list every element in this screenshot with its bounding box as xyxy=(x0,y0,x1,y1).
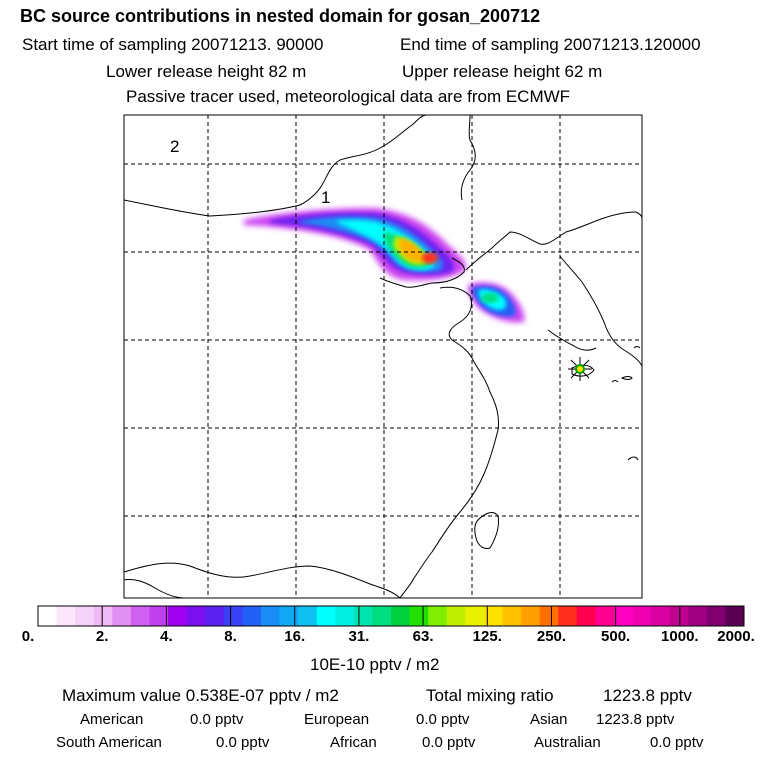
colorbar-tick-label: 0. xyxy=(21,628,35,645)
colorbar-swatch xyxy=(279,606,299,626)
colorbar-swatch xyxy=(706,606,726,626)
colorbar-swatch xyxy=(56,606,76,626)
colorbar-swatch xyxy=(353,606,373,626)
colorbar-tick-label: 500. xyxy=(601,628,631,645)
colorbar-tick-label: 31. xyxy=(348,628,370,645)
australian-label: Australian xyxy=(534,734,601,751)
south-american-label: South American xyxy=(56,734,162,751)
asian-value: 1223.8 pptv xyxy=(596,711,675,728)
coastlines xyxy=(124,115,642,598)
chart-title: BC source contributions in nested domain… xyxy=(20,6,541,26)
colorbar-swatch xyxy=(651,606,671,626)
colorbar-tick-label: 125. xyxy=(472,628,502,645)
colorbar-swatch xyxy=(483,606,503,626)
colorbar-tick-label: 1000. xyxy=(661,628,699,645)
colorbar-tick-label: 250. xyxy=(536,628,567,645)
african-value: 0.0 pptv xyxy=(422,734,476,751)
total-mixing-label: Total mixing ratio xyxy=(426,686,554,705)
colorbar-swatch xyxy=(205,606,225,626)
south-american-value: 0.0 pptv xyxy=(216,734,270,751)
colorbar-swatch xyxy=(186,606,206,626)
colorbar-swatch xyxy=(149,606,169,626)
colorbar-swatch xyxy=(725,606,745,626)
colorbar-swatch xyxy=(316,606,336,626)
colorbar-swatch xyxy=(298,606,318,626)
region-label-1: 1 xyxy=(321,188,330,207)
colorbar-swatch xyxy=(558,606,578,626)
colorbar-tick-label: 63. xyxy=(412,628,434,645)
colorbar-swatch xyxy=(521,606,541,626)
colorbar-tick-label: 2. xyxy=(95,628,109,645)
lat-lon-grid xyxy=(124,115,642,598)
african-label: African xyxy=(330,734,377,751)
colorbar-units: 10E-10 pptv / m2 xyxy=(310,655,440,674)
concentration-plume-secondary xyxy=(468,282,525,323)
colorbar-swatch xyxy=(335,606,355,626)
european-label: European xyxy=(304,711,370,728)
colorbar-swatch xyxy=(595,606,615,626)
colorbar-swatch xyxy=(93,606,113,626)
colorbar-swatch xyxy=(669,606,689,626)
start-time-label: Start time of sampling 20071213. 90000 xyxy=(22,35,324,54)
islands xyxy=(474,346,641,549)
concentration-plume-main xyxy=(244,208,466,281)
colorbar-swatch xyxy=(75,606,95,626)
map-frame xyxy=(123,114,643,599)
colorbar-tick-label: 16. xyxy=(284,628,306,645)
colorbar-swatch xyxy=(502,606,522,626)
colorbar-swatch xyxy=(372,606,392,626)
end-time-label: End time of sampling 20071213.120000 xyxy=(400,35,701,54)
colorbar-swatch xyxy=(632,606,652,626)
colorbar-swatch xyxy=(539,606,559,626)
colorbar-swatch xyxy=(242,606,262,626)
american-value: 0.0 pptv xyxy=(190,711,244,728)
european-value: 0.0 pptv xyxy=(416,711,470,728)
total-mixing-value: 1223.8 pptv xyxy=(603,686,692,705)
colorbar-tick-label: 2000. xyxy=(717,628,755,645)
receptor-star-icon xyxy=(568,357,592,381)
colorbar-swatch xyxy=(38,606,58,626)
colorbar-swatch xyxy=(168,606,188,626)
region-label-2: 2 xyxy=(170,137,179,156)
colorbar-swatch xyxy=(112,606,132,626)
colorbar-swatch xyxy=(130,606,150,626)
upper-release-label: Upper release height 62 m xyxy=(402,62,603,81)
colorbar-swatch xyxy=(688,606,708,626)
colorbar-swatch xyxy=(576,606,596,626)
colorbar-swatch xyxy=(613,606,634,626)
colorbar-swatch xyxy=(428,606,448,626)
colorbar-swatch xyxy=(223,606,243,626)
lower-release-label: Lower release height 82 m xyxy=(106,62,307,81)
colorbar-frame xyxy=(37,605,745,627)
australian-value: 0.0 pptv xyxy=(650,734,704,751)
asian-label: Asian xyxy=(530,711,568,728)
tracer-note: Passive tracer used, meteorological data… xyxy=(126,87,571,106)
colorbar-tick-label: 4. xyxy=(160,628,173,645)
colorbar-swatch xyxy=(260,606,281,626)
colorbar-swatch xyxy=(409,606,429,626)
colorbar xyxy=(37,605,745,627)
max-value: Maximum value 0.538E-07 pptv / m2 xyxy=(62,686,339,705)
colorbar-tick-label: 8. xyxy=(224,628,237,645)
colorbar-swatch xyxy=(446,606,466,626)
colorbar-swatch xyxy=(391,606,411,626)
colorbar-swatch xyxy=(465,606,485,626)
american-label: American xyxy=(80,711,144,728)
